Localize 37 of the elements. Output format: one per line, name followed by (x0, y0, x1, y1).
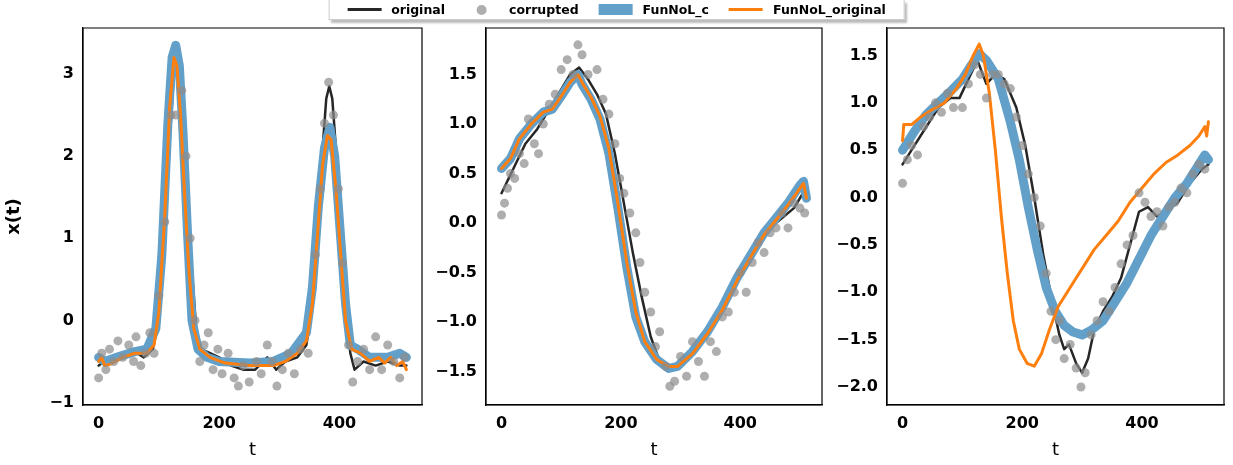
legend-label: original (391, 2, 446, 17)
y-tick-label: −1.5 (435, 360, 477, 380)
y-axis-title: x(t) (2, 198, 24, 235)
y-tick-label: 0.0 (849, 186, 878, 206)
x-axis-title: t (1051, 437, 1060, 459)
y-tick-label: 0.0 (448, 212, 477, 232)
y-tick-label: −0.5 (435, 261, 477, 281)
y-tick-label: −0.5 (836, 234, 878, 254)
y-tick-label: −1.0 (435, 311, 477, 331)
y-tick-label: 1.5 (448, 63, 477, 83)
y-tick-label: 1 (62, 227, 74, 247)
y-tick-label: 1.0 (849, 91, 878, 111)
legend-label: corrupted (509, 2, 579, 17)
x-tick-label: 200 (202, 412, 236, 432)
x-axis-title: t (248, 437, 257, 459)
y-tick-label: −2.0 (836, 376, 878, 396)
y-tick-label: 2 (62, 145, 74, 165)
y-tick-label: −1 (49, 391, 74, 411)
y-tick-label: −1.0 (836, 281, 878, 301)
y-tick-label: −1.5 (836, 328, 878, 348)
x-axis-title: t (650, 437, 658, 459)
x-tick-label: 0 (93, 412, 105, 432)
y-tick-label: 1.0 (448, 113, 477, 133)
y-tick-label: 0.5 (849, 139, 878, 159)
x-tick-label: 400 (723, 412, 757, 432)
y-tick-label: 1.5 (849, 44, 878, 64)
x-tick-label: 0 (495, 412, 508, 432)
legend-label: FunNoL_original (772, 2, 886, 17)
x-tick-label: 400 (322, 412, 357, 432)
x-tick-label: 400 (1125, 412, 1159, 432)
x-tick-label: 200 (1005, 412, 1039, 432)
y-tick-label: 3 (62, 63, 74, 83)
y-tick-label: 0 (62, 309, 74, 329)
legend-label: FunNoL_c (642, 2, 709, 17)
x-tick-label: 200 (604, 412, 638, 432)
x-tick-label: 0 (896, 412, 909, 432)
y-tick-label: 0.5 (448, 162, 477, 182)
